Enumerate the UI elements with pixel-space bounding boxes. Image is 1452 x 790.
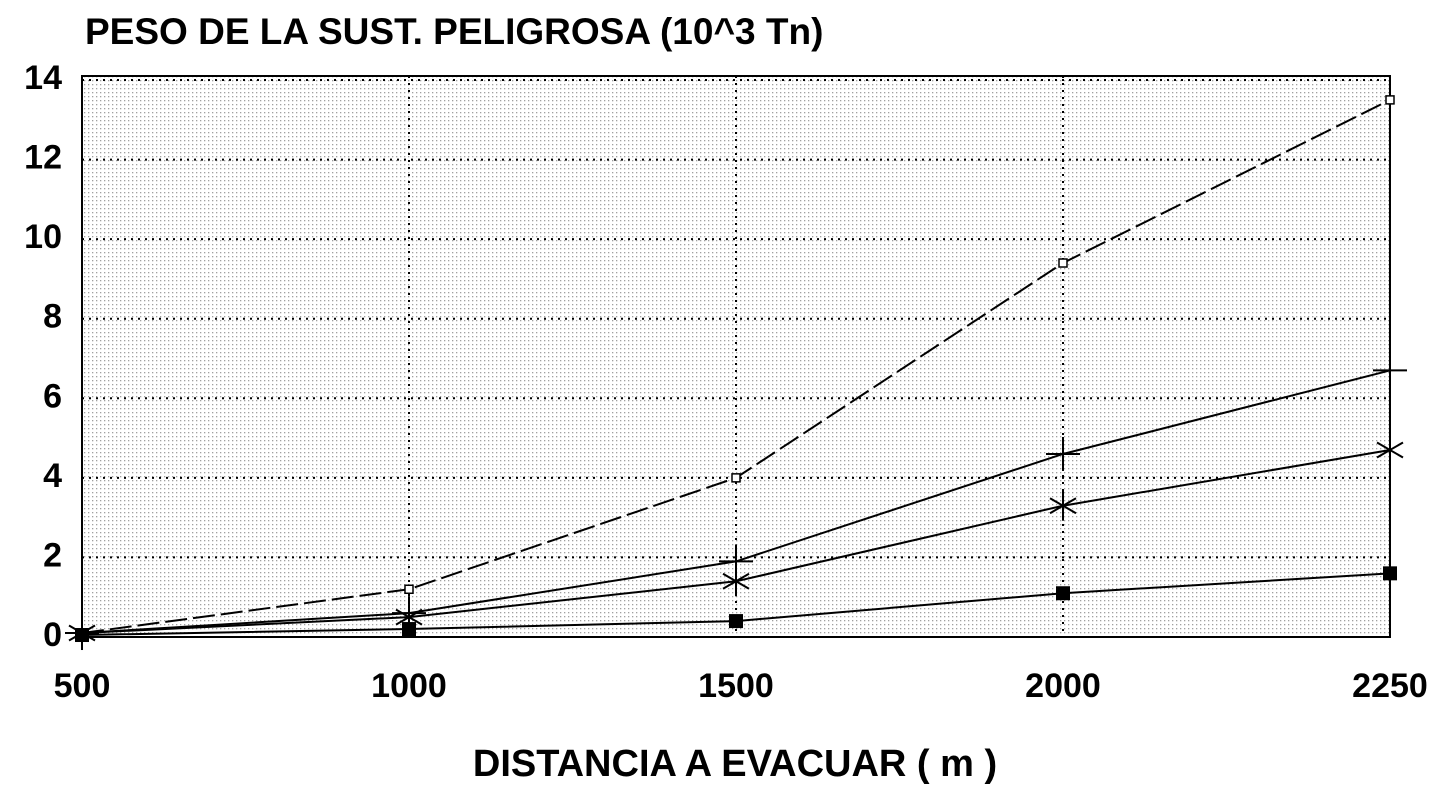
marker-shape xyxy=(402,622,416,637)
data-point xyxy=(1376,435,1404,466)
data-point xyxy=(1049,490,1077,521)
marker-shape xyxy=(731,473,741,483)
y-tick-label: 4 xyxy=(43,457,62,495)
y-tick-label: 8 xyxy=(43,298,62,336)
data-point xyxy=(729,614,743,629)
data-point xyxy=(1385,95,1395,105)
data-point xyxy=(731,473,741,483)
data-point xyxy=(75,628,89,643)
x-tick-label: 500 xyxy=(54,667,111,705)
y-tick-label: 14 xyxy=(24,59,62,97)
y-tick-label: 10 xyxy=(24,218,62,256)
marker-shape xyxy=(1383,566,1397,581)
y-tick-label: 0 xyxy=(43,616,62,654)
marker-stroke xyxy=(395,608,423,626)
marker-shape xyxy=(1385,95,1395,105)
marker-shape xyxy=(404,584,414,595)
x-tick-label: 2250 xyxy=(1352,667,1428,705)
data-point xyxy=(1058,258,1068,268)
marker-shape xyxy=(729,614,743,629)
x-tick-label: 1000 xyxy=(371,667,447,705)
data-point xyxy=(404,584,414,595)
marker-stroke xyxy=(722,572,750,590)
marker-shape xyxy=(1056,586,1070,601)
y-tick-label: 12 xyxy=(24,139,62,177)
data-point xyxy=(402,622,416,637)
marker-stroke xyxy=(1049,497,1077,515)
data-point xyxy=(1056,586,1070,601)
chart-title: PESO DE LA SUST. PELIGROSA (10^3 Tn) xyxy=(85,11,823,52)
x-tick-label: 1500 xyxy=(698,667,774,705)
data-point xyxy=(1383,566,1397,581)
y-tick-label: 6 xyxy=(43,377,62,415)
marker-shape xyxy=(75,628,89,643)
x-axis-title: DISTANCIA A EVACUAR ( m ) xyxy=(473,743,997,785)
y-tick-label: 2 xyxy=(43,536,62,574)
x-tick-label: 2000 xyxy=(1025,667,1101,705)
marker-stroke xyxy=(1376,441,1404,459)
marker-shape xyxy=(1058,258,1068,268)
data-point xyxy=(1046,436,1080,471)
data-point xyxy=(1373,353,1407,388)
data-point xyxy=(722,566,750,597)
